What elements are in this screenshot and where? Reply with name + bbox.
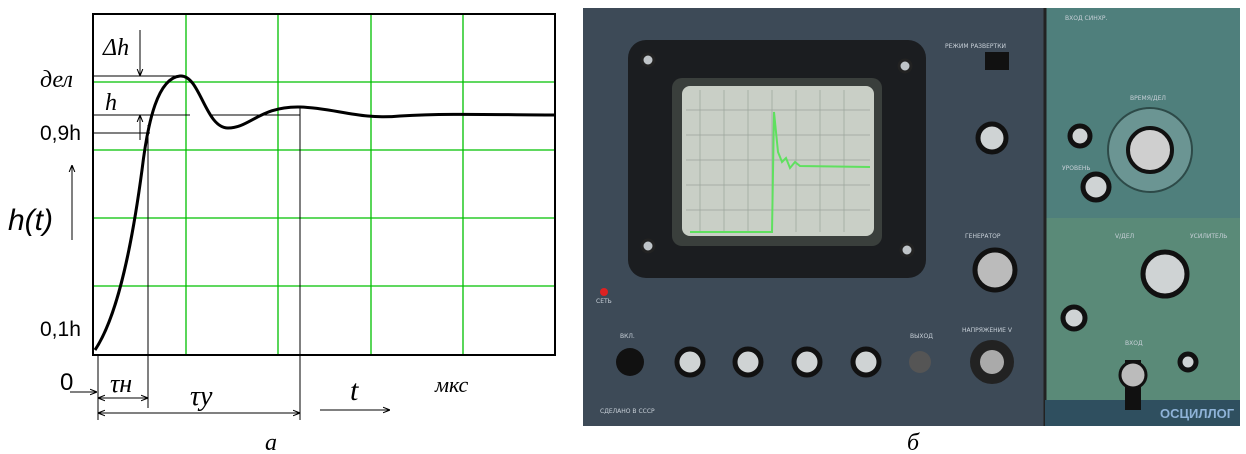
label: τн	[110, 369, 132, 398]
caption: а	[265, 430, 277, 454]
panel-label: УСИЛИТЕЛЬ	[1190, 233, 1227, 240]
label: t	[350, 374, 359, 407]
annotation-lines	[70, 30, 390, 420]
panel-label: ВХОД	[1125, 340, 1143, 347]
label: мкс	[434, 372, 468, 397]
panel-label: ГЕНЕРАТОР	[965, 233, 1001, 240]
panel-label: РЕЖИМ РАЗВЕРТКИ	[945, 43, 1006, 50]
labels-a: Δh дел h 0,9h h(t) 0,1h 0 τн τу t мкс а	[8, 35, 468, 454]
caption: б	[907, 430, 920, 454]
panel-label: СЕТЬ	[596, 298, 612, 305]
oscilloscope-photo: РЕЖИМ РАЗВЕРТКИ ВХОД СИНХР. ВРЕМЯ/ДЕЛ УР…	[583, 8, 1240, 426]
label: 0,1h	[40, 318, 81, 341]
panel-label: ВЫХОД	[910, 333, 933, 340]
panel-label: ВРЕМЯ/ДЕЛ	[1130, 95, 1166, 102]
brand-label: ОСЦИЛЛОГ	[1160, 406, 1235, 421]
step-response-curve	[95, 76, 555, 350]
label: h(t)	[8, 204, 53, 237]
panel-label: СДЕЛАНО В СССР	[600, 408, 655, 415]
panel-label: УРОВЕНЬ	[1062, 165, 1091, 172]
panel-label: V/ДЕЛ	[1115, 233, 1134, 240]
label: 0,9h	[40, 122, 81, 145]
grid	[93, 14, 555, 355]
panel-label: НАПРЯЖЕНИЕ V	[962, 327, 1013, 334]
label: Δh	[102, 35, 129, 61]
page: Δh дел h 0,9h h(t) 0,1h 0 τн τу t мкс а	[0, 0, 1246, 454]
panel-label: ВКЛ.	[620, 333, 635, 340]
label: h	[105, 90, 117, 116]
plot-frame	[93, 14, 555, 355]
panel-label: ВХОД СИНХР.	[1065, 15, 1107, 22]
label: дел	[40, 67, 73, 93]
label: 0	[60, 369, 73, 396]
figure: Δh дел h 0,9h h(t) 0,1h 0 τн τу t мкс а	[0, 0, 1246, 454]
label: τу	[190, 381, 213, 412]
